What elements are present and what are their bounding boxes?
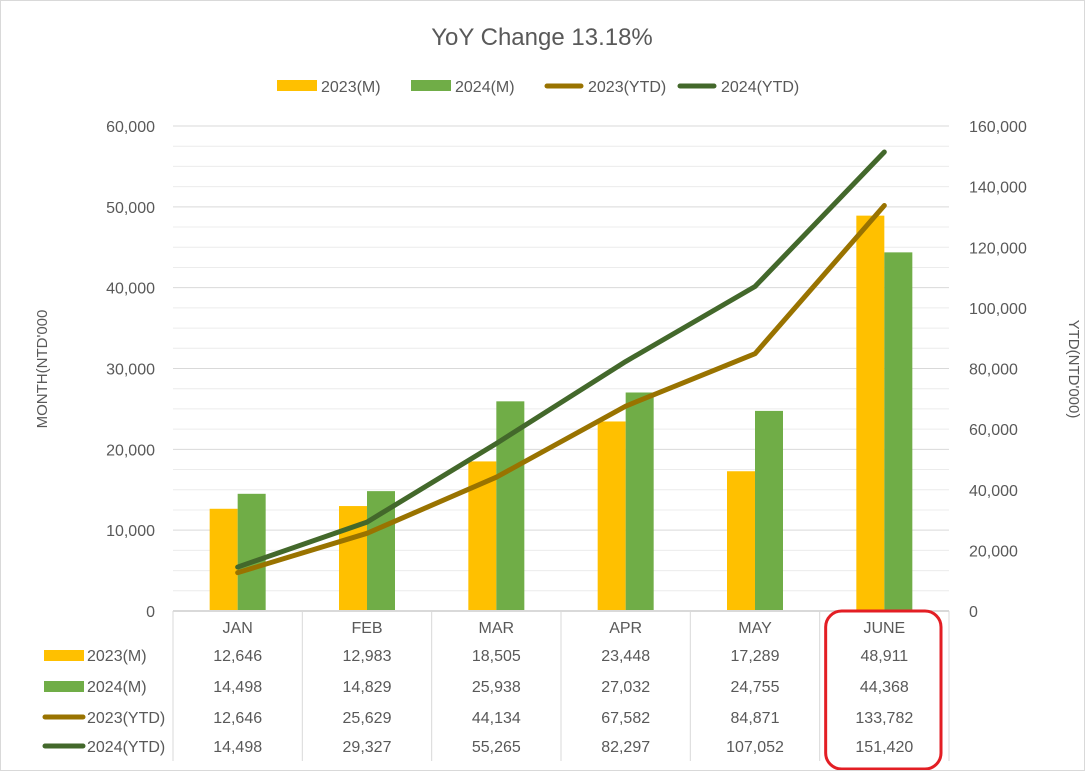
y2-tick-label: 120,000	[969, 240, 1027, 257]
legend-label: 2023(YTD)	[588, 79, 666, 96]
y-axis-label: MONTH(NTD'000	[34, 310, 51, 429]
table-cell: 27,032	[601, 679, 650, 696]
table-cell: 12,983	[343, 648, 392, 665]
y-tick-label: 0	[146, 604, 155, 621]
table-cell: 133,782	[855, 710, 913, 727]
table-cell: 25,629	[343, 710, 392, 727]
line-2024ytd	[235, 149, 887, 570]
line-2023ytd	[235, 202, 887, 576]
table-cell: 107,052	[726, 739, 784, 756]
y-tick-label: 60,000	[106, 119, 155, 136]
table-cell: 151,420	[855, 739, 913, 756]
table-cell: 55,265	[472, 739, 521, 756]
bar-2023m	[856, 215, 885, 611]
table-row-label: 2024(M)	[87, 679, 147, 696]
table-cell: 24,755	[731, 679, 780, 696]
y-tick-label: 30,000	[106, 362, 155, 379]
y-tick-label: 40,000	[106, 281, 155, 298]
table-cell: 12,646	[213, 648, 262, 665]
bar-2024m	[625, 392, 654, 611]
y2-tick-label: 100,000	[969, 301, 1027, 318]
bar-2024m	[884, 252, 913, 611]
y2-tick-label: 60,000	[969, 422, 1018, 439]
y-tick-label: 20,000	[106, 442, 155, 459]
legend-label: 2023(M)	[321, 79, 381, 96]
table-cell: 23,448	[601, 648, 650, 665]
x-tick-label: JAN	[223, 620, 253, 637]
table-cell: 25,938	[472, 679, 521, 696]
table-cell: 18,505	[472, 648, 521, 665]
bar-2023m	[727, 471, 755, 611]
x-tick-label: MAY	[738, 620, 772, 637]
y2-tick-label: 20,000	[969, 543, 1018, 560]
table-row-label: 2024(YTD)	[87, 739, 165, 756]
bar-2024m	[755, 410, 783, 611]
table-cell: 82,297	[601, 739, 650, 756]
table-cell: 14,829	[343, 679, 392, 696]
legend-label: 2024(YTD)	[721, 79, 799, 96]
legend-swatch	[411, 80, 451, 91]
x-tick-label: APR	[609, 620, 642, 637]
table-row-label: 2023(YTD)	[87, 710, 165, 727]
x-tick-label: JUNE	[863, 620, 905, 637]
bar-2023m	[209, 508, 238, 611]
table-cell: 14,498	[213, 679, 262, 696]
bar-2024m	[237, 493, 266, 611]
table-cell: 14,498	[213, 739, 262, 756]
y2-tick-label: 0	[969, 604, 978, 621]
y2-tick-label: 80,000	[969, 362, 1018, 379]
chart-title: YoY Change 13.18%	[431, 24, 653, 51]
table-cell: 44,368	[860, 679, 909, 696]
table-cell: 29,327	[343, 739, 392, 756]
table-legend-key	[44, 681, 84, 692]
table-cell: 17,289	[731, 648, 780, 665]
legend-label: 2024(M)	[455, 79, 515, 96]
x-tick-label: MAR	[479, 620, 515, 637]
y2-tick-label: 160,000	[969, 119, 1027, 136]
table-legend-key	[44, 650, 84, 661]
y2-tick-label: 140,000	[969, 180, 1027, 197]
x-tick-label: FEB	[351, 620, 382, 637]
highlight-june-outline	[824, 609, 943, 771]
table-cell: 48,911	[860, 648, 908, 665]
y-tick-label: 10,000	[106, 523, 155, 540]
y2-axis-label: YTD(NTD'000)	[1065, 320, 1082, 419]
table-cell: 12,646	[213, 710, 262, 727]
legend-swatch	[277, 80, 317, 91]
table-cell: 44,134	[472, 710, 521, 727]
y2-tick-label: 40,000	[969, 483, 1018, 500]
table-cell: 67,582	[601, 710, 650, 727]
table-row-label: 2023(M)	[87, 648, 147, 665]
table-cell: 84,871	[731, 710, 780, 727]
bar-2023m	[597, 421, 626, 611]
y-tick-label: 50,000	[106, 200, 155, 217]
